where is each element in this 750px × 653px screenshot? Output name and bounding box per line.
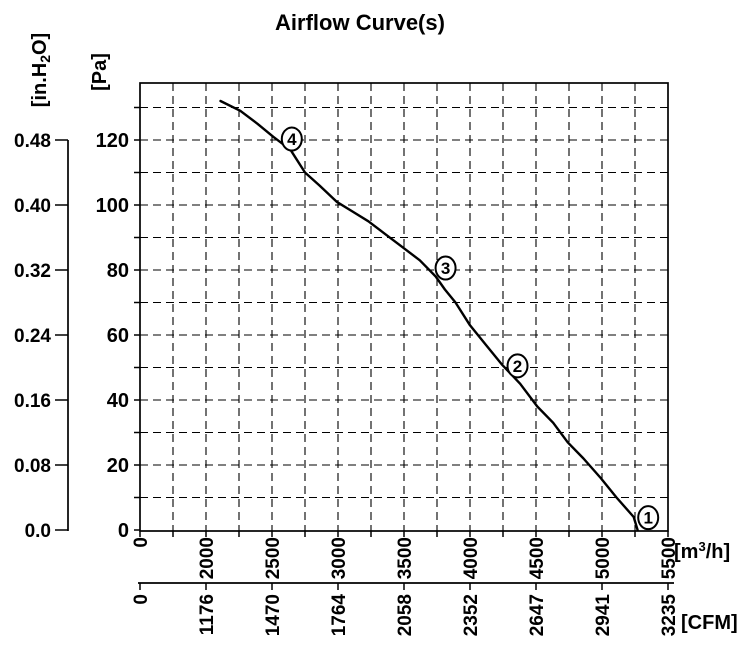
cfm-tick-label: 0 bbox=[131, 594, 152, 605]
pa-tick-label: 60 bbox=[107, 325, 129, 347]
gridlines bbox=[140, 83, 668, 531]
inh2o-tick-label: 0.0 bbox=[25, 521, 51, 542]
cfm-tick-label: 1764 bbox=[329, 594, 350, 637]
m3h-tick-label: 2000 bbox=[197, 537, 218, 579]
inh2o-tick-label: 0.32 bbox=[14, 261, 51, 282]
m3h-tick-label: 4000 bbox=[461, 537, 482, 579]
cfm-tick-label: 2647 bbox=[527, 594, 548, 636]
curve-markers: 4 3 2 1 bbox=[280, 126, 660, 531]
marker-number: 3 bbox=[441, 259, 450, 278]
cfm-tick-label: 1470 bbox=[263, 594, 284, 636]
m3h-tick-label: 5000 bbox=[593, 537, 614, 579]
cfm-tick-label: 1176 bbox=[197, 594, 218, 635]
inh2o-tick-label: 0.08 bbox=[14, 456, 51, 477]
inh2o-tick-label: 0.40 bbox=[14, 196, 51, 217]
m3h-tick-label: 0 bbox=[131, 537, 152, 548]
marker-number: 1 bbox=[643, 509, 652, 528]
cfm-tick-label: 2941 bbox=[593, 594, 614, 637]
cfm-tick-label: 3235 bbox=[659, 594, 680, 637]
m3h-tick-label: 3000 bbox=[329, 537, 350, 579]
inh2o-tick-label: 0.48 bbox=[14, 131, 51, 152]
pa-tick-label: 20 bbox=[107, 455, 129, 477]
marker-circle bbox=[637, 505, 660, 531]
pa-tick-label: 100 bbox=[96, 195, 129, 217]
pa-tick-label: 80 bbox=[107, 260, 129, 282]
m3h-axis-title: [m3/h] bbox=[674, 539, 730, 563]
marker-circle bbox=[434, 255, 457, 281]
cfm-axis-title: [CFM] bbox=[681, 612, 738, 634]
inh2o-tick-label: 0.16 bbox=[14, 391, 51, 412]
inh2o-tick-label: 0.24 bbox=[14, 326, 51, 347]
curve-path bbox=[219, 99, 639, 532]
pa-tick-label: 40 bbox=[107, 390, 129, 412]
marker-number: 4 bbox=[287, 130, 297, 149]
cfm-tick-label: 2352 bbox=[461, 594, 482, 636]
m3h-tick-label: 4500 bbox=[527, 537, 548, 579]
pa-axis-title: [Pa] bbox=[89, 53, 111, 91]
airflow-curve bbox=[219, 99, 639, 532]
inh2o-axis-title: [in.H2O] bbox=[29, 33, 53, 107]
m3h-tick-label: 5500 bbox=[659, 537, 680, 579]
m3h-tick-label: 3500 bbox=[395, 537, 416, 579]
pa-tick-label: 0 bbox=[118, 520, 129, 542]
m3h-tick-label: 2500 bbox=[263, 537, 284, 579]
marker-circle bbox=[506, 353, 529, 379]
marker-circle bbox=[280, 126, 303, 152]
axes-frame bbox=[55, 82, 674, 590]
tick-labels: 0.480.400.320.240.160.080.01201008060402… bbox=[14, 130, 680, 636]
chart-title: Airflow Curve(s) bbox=[275, 10, 445, 35]
marker-number: 2 bbox=[513, 357, 522, 376]
cfm-tick-label: 2058 bbox=[395, 594, 416, 636]
pa-tick-label: 120 bbox=[96, 130, 129, 152]
